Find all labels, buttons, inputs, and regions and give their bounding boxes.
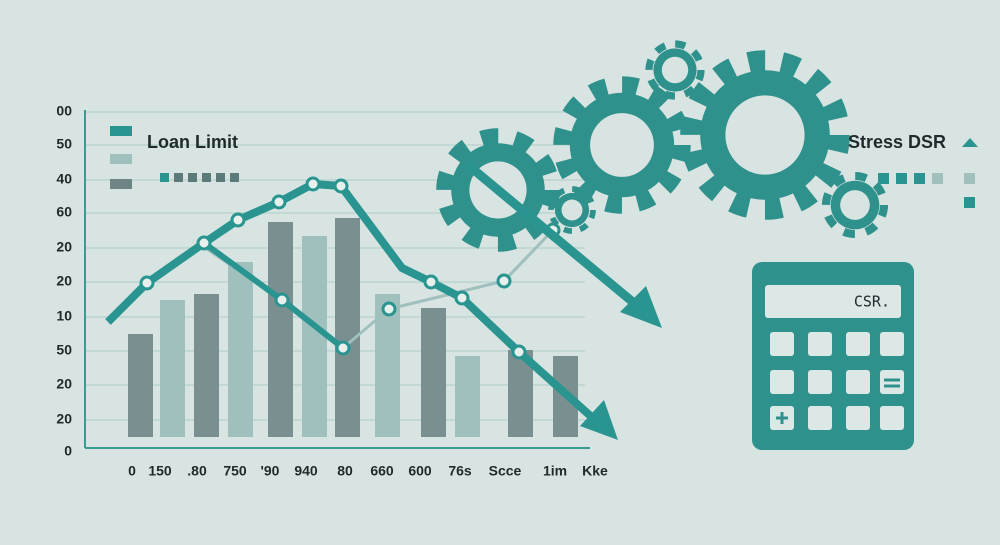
key xyxy=(880,332,904,356)
x-label: 76s xyxy=(448,463,472,479)
key xyxy=(808,370,832,394)
key xyxy=(846,406,870,430)
legend-swatch xyxy=(110,179,132,189)
y-label: 40 xyxy=(56,171,72,187)
y-label: 00 xyxy=(56,103,72,119)
arrow-head xyxy=(580,400,618,440)
display-text: CSR. xyxy=(854,293,890,311)
gear-teeth xyxy=(548,186,596,234)
calculator-keys xyxy=(770,332,904,430)
gear-hole xyxy=(561,199,583,221)
y-label: 60 xyxy=(56,204,72,220)
legend-dots xyxy=(878,173,975,208)
gear-teeth xyxy=(680,50,850,220)
y-label: 0 xyxy=(64,443,72,459)
gear-hole xyxy=(661,56,689,84)
x-label: '90 xyxy=(261,463,280,479)
y-label: 20 xyxy=(56,376,72,392)
x-label: 600 xyxy=(408,463,432,479)
y-label: 10 xyxy=(56,308,72,324)
legend-label: Stress DSR xyxy=(848,132,946,152)
legend-swatch xyxy=(110,154,132,164)
bars xyxy=(128,218,578,437)
y-label: 50 xyxy=(56,136,72,152)
x-label: 150 xyxy=(148,463,172,479)
x-label: 80 xyxy=(337,463,353,479)
x-label: 660 xyxy=(370,463,394,479)
calculator-display xyxy=(765,285,901,318)
key xyxy=(880,406,904,430)
y-label: 20 xyxy=(56,411,72,427)
key-symbol xyxy=(884,378,900,388)
gear-arrow-head xyxy=(620,286,662,328)
x-label: Kke xyxy=(582,463,608,479)
legend-label: Loan Limit xyxy=(147,132,238,152)
key xyxy=(846,370,870,394)
gear-teeth xyxy=(553,76,691,214)
gear-hole xyxy=(590,113,654,177)
key xyxy=(770,332,794,356)
key-symbol xyxy=(776,412,788,424)
y-label: 20 xyxy=(56,273,72,289)
x-label: 0 xyxy=(128,463,136,479)
gear-arrow xyxy=(465,161,643,312)
gear-hole xyxy=(725,95,805,175)
key xyxy=(770,370,794,394)
x-label: .80 xyxy=(187,463,207,479)
x-label: Scce xyxy=(489,463,522,479)
gear-teeth xyxy=(821,171,889,239)
key xyxy=(808,332,832,356)
main-line xyxy=(105,180,598,423)
y-label: 20 xyxy=(56,239,72,255)
key xyxy=(808,406,832,430)
gear-teeth xyxy=(436,128,560,252)
x-label: 1im xyxy=(543,463,567,479)
key xyxy=(880,370,904,394)
legend-swatch xyxy=(110,126,132,136)
legend-icon xyxy=(962,138,978,147)
gear-hole xyxy=(840,190,870,220)
gear-teeth xyxy=(645,40,705,100)
y-label: 50 xyxy=(56,342,72,358)
x-label: 750 xyxy=(223,463,247,479)
key xyxy=(846,332,870,356)
x-label: 940 xyxy=(294,463,318,479)
legend-dots xyxy=(160,173,239,182)
